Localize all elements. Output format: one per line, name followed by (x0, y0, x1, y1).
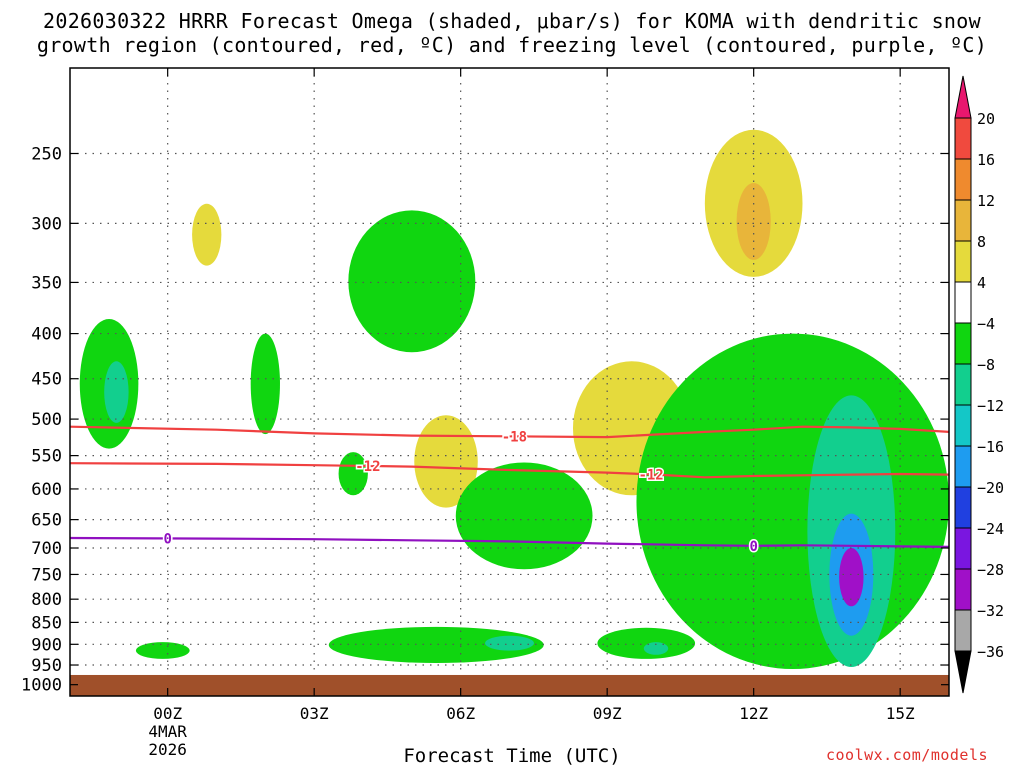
colorbar-bin-8 (954, 404, 972, 447)
colorbar-label-3: 8 (977, 233, 986, 251)
x-tick-label-03Z: 03Z (300, 704, 329, 723)
y-tick-label-250: 250 (31, 144, 62, 164)
colorbar-label-12: −32 (977, 602, 1004, 620)
colorbar-label-4: 4 (977, 274, 986, 292)
colorbar-bin-3 (954, 199, 972, 242)
omega-region-3 (250, 333, 280, 435)
isotherm-0-label-1: 0 (749, 539, 757, 555)
y-tick-label-1000: 1000 (21, 676, 62, 696)
x-tick-date-00Z: 4MAR (148, 722, 187, 741)
colorbar-bin-9 (954, 445, 972, 488)
omega-region-5 (338, 452, 368, 496)
isotherm--12-label-1: -12 (638, 467, 663, 483)
colorbar-label-11: −28 (977, 561, 1004, 579)
y-tick-label-900: 900 (31, 635, 62, 655)
omega-region-7 (455, 462, 593, 570)
colorbar-label-2: 12 (977, 192, 995, 210)
omega-region-10 (736, 182, 771, 260)
isotherm--18-line (70, 425, 949, 439)
colorbar-bin-4 (954, 240, 972, 283)
x-tick-year-00Z: 2026 (148, 740, 187, 759)
y-tick-label-400: 400 (31, 325, 62, 345)
y-tick-label-350: 350 (31, 273, 62, 293)
colorbar-bin-5 (954, 281, 972, 324)
y-tick-label-650: 650 (31, 511, 62, 531)
colorbar-label-13: −36 (977, 643, 1004, 661)
omega-region-19 (643, 642, 669, 655)
colorbar-label-9: −20 (977, 479, 1004, 497)
colorbar-label-5: −4 (977, 315, 995, 333)
omega-region-17 (485, 635, 534, 651)
chart-title-line1: 2026030322 HRRR Forecast Omega (shaded, … (43, 9, 981, 33)
y-tick-label-550: 550 (31, 447, 62, 467)
colorbar-bottom-arrow (954, 650, 972, 694)
x-tick-label-09Z: 09Z (593, 704, 622, 723)
y-tick-label-750: 750 (31, 565, 62, 585)
colorbar-label-8: −16 (977, 438, 1004, 456)
credit-link[interactable]: coolwx.com/models (826, 746, 989, 764)
colorbar-label-6: −8 (977, 356, 995, 374)
omega-region-16 (328, 626, 544, 663)
chart-title-line2: growth region (contoured, red, ºC) and f… (36, 33, 988, 57)
isotherm--18-label-0: -18 (502, 429, 527, 445)
colorbar-bin-6 (954, 322, 972, 365)
omega-region-11 (636, 333, 949, 670)
omega-region-15 (135, 642, 190, 659)
y-tick-label-500: 500 (31, 410, 62, 430)
omega-region-18 (597, 627, 696, 659)
x-tick-label-06Z: 06Z (446, 704, 475, 723)
isotherm-0-line (70, 536, 949, 548)
y-tick-label-800: 800 (31, 590, 62, 610)
x-tick-label-15Z: 15Z (886, 704, 915, 723)
omega-region-1 (104, 361, 129, 423)
below-ground-band (70, 674, 949, 696)
colorbar-bin-2 (954, 158, 972, 201)
colorbar-label-7: −12 (977, 397, 1004, 415)
colorbar-bin-10 (954, 486, 972, 529)
colorbar-bin-1 (954, 117, 972, 160)
y-tick-label-450: 450 (31, 370, 62, 390)
omega-region-2 (192, 203, 222, 266)
x-tick-label-00Z: 00Z (153, 704, 182, 723)
omega-region-14 (839, 548, 864, 607)
isotherm-0-label-0: 0 (163, 531, 171, 547)
y-tick-label-300: 300 (31, 214, 62, 234)
isotherm--12-line (70, 462, 949, 479)
y-tick-label-700: 700 (31, 539, 62, 559)
x-tick-label-12Z: 12Z (739, 704, 768, 723)
omega-region-4 (348, 210, 476, 353)
colorbar-label-10: −24 (977, 520, 1004, 538)
y-tick-label-950: 950 (31, 656, 62, 676)
colorbar-top-arrow (954, 75, 972, 119)
x-axis-title: Forecast Time (UTC) (403, 745, 621, 767)
colorbar-bin-11 (954, 527, 972, 570)
colorbar-label-0: 20 (977, 110, 995, 128)
colorbar-label-1: 16 (977, 151, 995, 169)
isotherm--12-label-0: -12 (355, 459, 380, 475)
colorbar-bin-13 (954, 609, 972, 652)
omega-region-6 (414, 415, 478, 508)
y-tick-label-850: 850 (31, 613, 62, 633)
colorbar-bin-12 (954, 568, 972, 611)
y-tick-label-600: 600 (31, 480, 62, 500)
plot-frame (69, 67, 950, 697)
colorbar-bin-7 (954, 363, 972, 406)
